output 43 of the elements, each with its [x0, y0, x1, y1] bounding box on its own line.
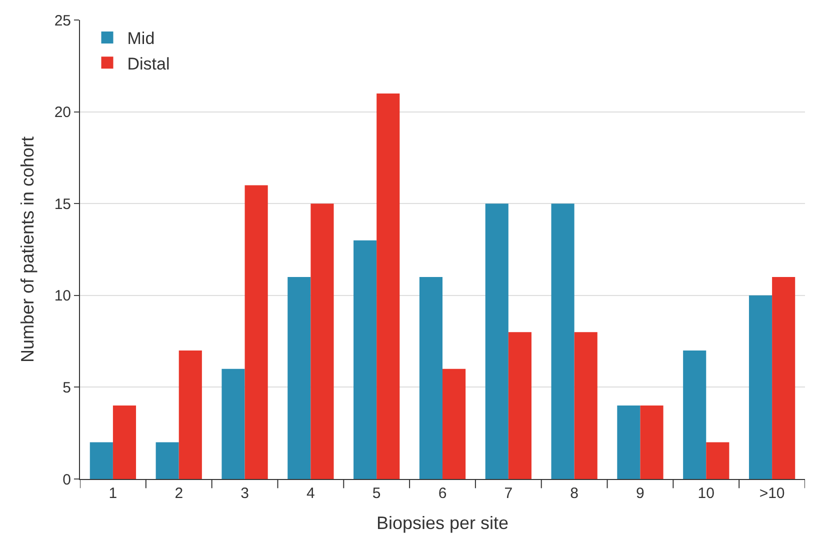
bar — [244, 185, 268, 479]
x-tick-label: 7 — [504, 485, 513, 502]
bar — [354, 240, 377, 479]
bar — [772, 277, 796, 479]
bar — [683, 350, 706, 479]
y-tick-label: 25 — [54, 12, 71, 30]
x-tick-label: 10 — [698, 485, 714, 502]
x-tick-label: 9 — [636, 485, 644, 502]
x-tick-label: 5 — [372, 485, 381, 502]
y-axis-title: Number of patients in cohort — [18, 136, 38, 363]
y-tick-label: 5 — [62, 379, 71, 396]
bar — [376, 93, 400, 479]
bar — [706, 442, 730, 479]
y-tick-label: 15 — [54, 196, 71, 213]
bar — [640, 406, 664, 479]
bar — [442, 368, 466, 479]
legend-label: Mid — [127, 29, 155, 48]
bar — [156, 442, 179, 479]
bar — [310, 204, 334, 479]
x-axis-title: Biopsies per site — [376, 513, 509, 534]
x-tick-label: >10 — [759, 485, 785, 502]
bar — [508, 332, 532, 479]
x-tick-label: 1 — [108, 485, 118, 502]
y-tick-label: 0 — [62, 471, 71, 488]
x-tick-label: 4 — [306, 485, 315, 502]
bar — [288, 277, 311, 479]
legend-label: Distal — [127, 54, 170, 74]
y-tick-label: 10 — [54, 288, 71, 305]
x-tick-label: 3 — [240, 485, 249, 502]
y-tick-label: 20 — [54, 104, 71, 122]
bar — [90, 442, 113, 479]
x-tick-label: 8 — [570, 485, 578, 502]
bar — [574, 332, 598, 479]
bar — [178, 350, 202, 479]
x-tick-label: 2 — [174, 485, 184, 502]
bar — [551, 204, 574, 479]
bar — [485, 204, 508, 479]
bar — [617, 406, 640, 479]
bar — [748, 295, 772, 479]
bar — [112, 406, 136, 479]
bar — [222, 368, 245, 479]
x-tick-label: 6 — [438, 485, 447, 502]
bar — [419, 277, 442, 479]
